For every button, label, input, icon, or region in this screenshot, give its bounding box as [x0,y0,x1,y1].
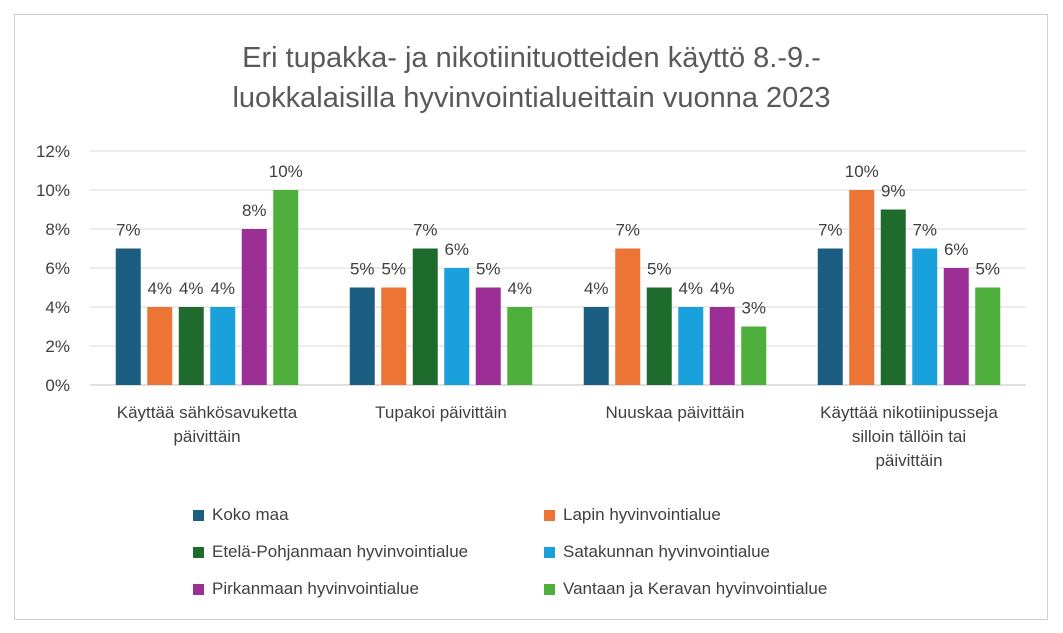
bar [349,287,375,385]
bar [178,307,204,385]
bar [817,248,843,385]
bar [412,248,438,385]
bar [912,248,938,385]
y-tick-label: 10% [36,181,70,200]
chart-title: Eri tupakka- ja nikotiinituotteiden käyt… [0,38,1063,118]
legend-item: Pirkanmaan hyvinvointialue [193,579,419,599]
legend-item: Vantaan ja Keravan hyvinvointialue [544,579,827,599]
data-label: 5% [350,260,375,279]
bar [678,307,704,385]
data-label: 10% [845,162,879,181]
legend-label: Satakunnan hyvinvointialue [563,542,770,561]
legend-label: Koko maa [212,505,289,524]
y-tick-label: 4% [45,298,70,317]
bar [615,248,641,385]
data-label: 6% [444,240,469,259]
data-label: 5% [975,260,1000,279]
data-label: 4% [179,279,204,298]
bar [709,307,735,385]
chart-title-line-1: Eri tupakka- ja nikotiinituotteiden käyt… [242,42,821,74]
bar [741,326,767,385]
legend-swatch [544,546,555,558]
bar [381,287,407,385]
data-label: 7% [413,221,438,240]
legend-label: Etelä-Pohjanmaan hyvinvointialue [212,542,469,561]
data-label: 4% [710,279,735,298]
legend-swatch [544,583,555,595]
legend-item: Satakunnan hyvinvointialue [544,542,770,562]
bar [583,307,609,385]
bar [646,287,672,385]
data-label: 7% [615,221,640,240]
x-tick-label: Nuuskaa päivittäin [606,403,745,422]
x-tick-label: Käyttää nikotiinipusseja [820,403,998,422]
data-label: 6% [944,240,969,259]
data-label: 4% [147,279,172,298]
legend-label: Pirkanmaan hyvinvointialue [212,579,419,598]
data-label: 4% [507,279,532,298]
x-tick-label: päivittäin [875,451,942,470]
data-label: 9% [881,182,906,201]
data-label: 5% [381,260,406,279]
data-label: 7% [116,221,141,240]
bar [849,190,875,385]
legend-label: Vantaan ja Keravan hyvinvointialue [563,579,828,598]
data-label: 4% [210,279,235,298]
data-label: 5% [476,260,501,279]
y-tick-label: 12% [36,142,70,161]
bar [115,248,141,385]
bar [507,307,533,385]
x-tick-label: silloin tällöin tai [852,427,966,446]
data-label: 7% [818,221,843,240]
x-tick-label: Tupakoi päivittäin [375,403,507,422]
data-label: 5% [647,260,672,279]
data-label: 4% [584,279,609,298]
data-label: 10% [269,162,303,181]
data-label: 7% [912,221,937,240]
legend-item: Lapin hyvinvointialue [544,505,721,525]
data-label: 8% [242,201,267,220]
y-tick-label: 2% [45,337,70,356]
bar [241,229,267,385]
legend-swatch [193,509,204,521]
bar [273,190,299,385]
bar [880,209,906,385]
legend-swatch [193,583,204,595]
data-label: 4% [678,279,703,298]
bar [475,287,501,385]
bar [975,287,1001,385]
bar [147,307,173,385]
legend-item: Koko maa [193,505,289,525]
bar [210,307,236,385]
x-tick-label: Käyttää sähkösavuketta [117,403,298,422]
legend-swatch [544,509,555,521]
y-tick-label: 8% [45,220,70,239]
x-tick-label: päivittäin [173,427,240,446]
y-tick-label: 6% [45,259,70,278]
bar [444,268,470,385]
y-tick-label: 0% [45,376,70,395]
bar [943,268,969,385]
legend-swatch [193,546,204,558]
data-label: 3% [741,299,766,318]
legend-item: Etelä-Pohjanmaan hyvinvointialue [193,542,468,562]
chart-title-line-2: luokkalaisilla hyvinvointialueittain vuo… [232,82,831,114]
legend-label: Lapin hyvinvointialue [563,505,721,524]
